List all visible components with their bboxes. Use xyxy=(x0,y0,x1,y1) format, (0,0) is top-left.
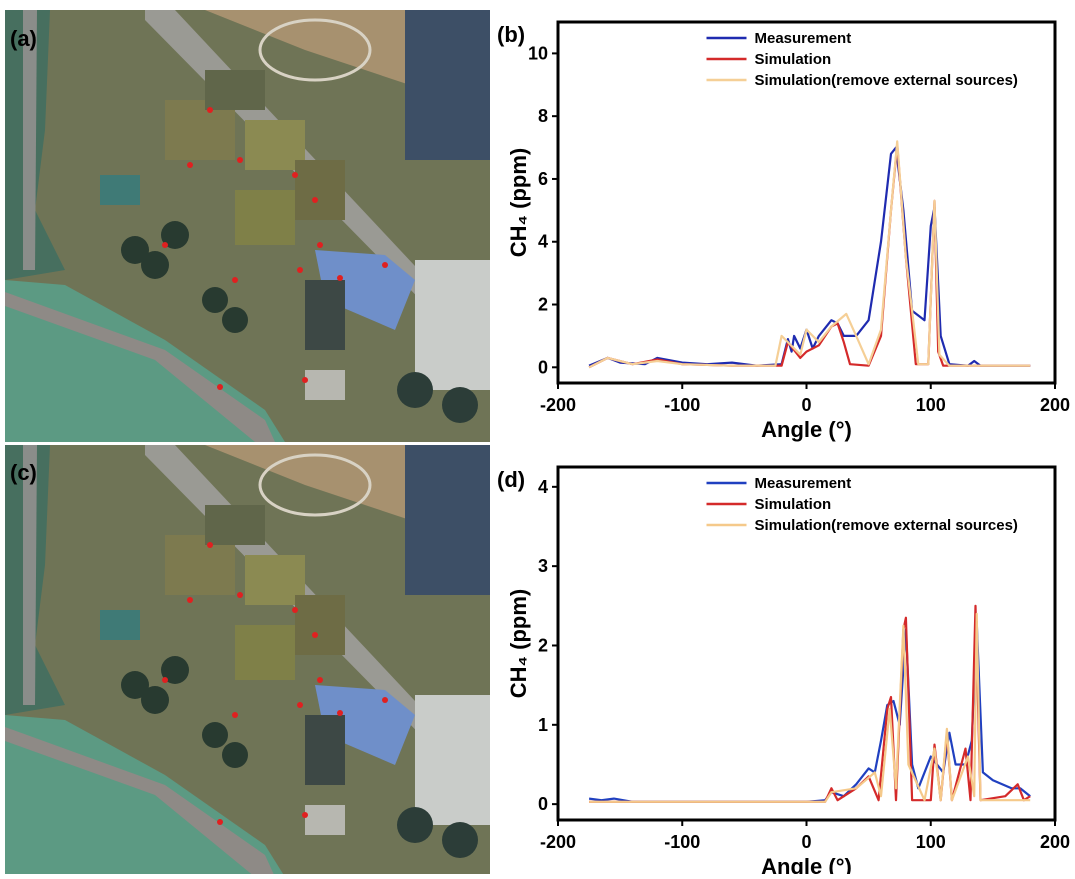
y-tick-label: 8 xyxy=(538,106,548,126)
panel-label: (d) xyxy=(497,467,525,492)
y-tick-label: 3 xyxy=(538,556,548,576)
data-line xyxy=(588,620,1031,803)
x-tick-label: -200 xyxy=(540,395,576,415)
y-tick-label: 4 xyxy=(538,477,548,497)
x-tick-label: 0 xyxy=(801,395,811,415)
y-tick-label: 0 xyxy=(538,357,548,377)
y-axis-label: CH₄ (ppm) xyxy=(506,148,531,257)
satellite-image xyxy=(5,10,490,442)
data-line xyxy=(589,612,1031,803)
legend-label: Simulation(remove external sources) xyxy=(755,517,1018,534)
x-tick-label: 0 xyxy=(801,832,811,852)
panel-label: (c) xyxy=(10,460,37,485)
data-line xyxy=(589,604,1031,803)
data-line xyxy=(588,140,1031,369)
x-tick-label: 100 xyxy=(916,832,946,852)
y-axis-label: CH₄ (ppm) xyxy=(506,589,531,698)
legend-label: Measurement xyxy=(755,30,852,47)
x-tick-label: 100 xyxy=(916,395,946,415)
y-tick-label: 0 xyxy=(538,794,548,814)
satellite-image xyxy=(5,445,490,874)
x-tick-label: -100 xyxy=(664,395,700,415)
y-tick-label: 2 xyxy=(538,635,548,655)
x-axis-label: Angle (°) xyxy=(761,417,852,442)
legend-label: Simulation(remove external sources) xyxy=(755,72,1018,89)
y-tick-label: 2 xyxy=(538,295,548,315)
y-tick-label: 4 xyxy=(538,232,548,252)
y-tick-label: 6 xyxy=(538,169,548,189)
panel-label: (b) xyxy=(497,22,525,47)
panel-label: (a) xyxy=(10,26,37,51)
x-axis-label: Angle (°) xyxy=(761,854,852,874)
y-tick-label: 10 xyxy=(528,43,548,63)
y-tick-label: 1 xyxy=(538,715,548,735)
legend-label: Simulation xyxy=(755,51,832,68)
x-tick-label: -100 xyxy=(664,832,700,852)
x-tick-label: -200 xyxy=(540,832,576,852)
legend-label: Measurement xyxy=(755,475,852,492)
x-tick-label: 200 xyxy=(1040,832,1070,852)
legend-label: Simulation xyxy=(755,496,832,513)
x-tick-label: 200 xyxy=(1040,395,1070,415)
